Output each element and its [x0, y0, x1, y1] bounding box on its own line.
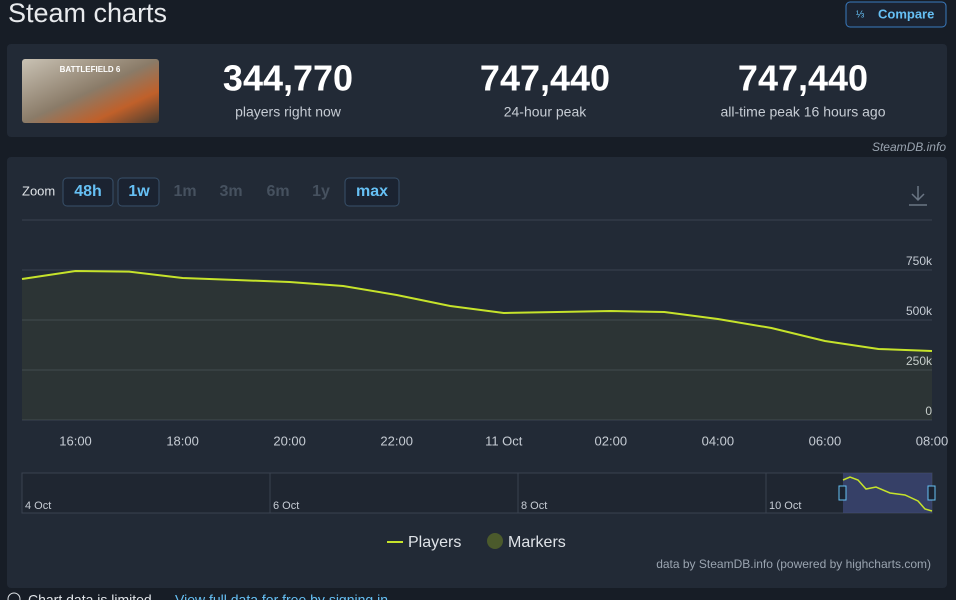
- series-line: [21, 269, 933, 352]
- source-link[interactable]: SteamDB.info: [872, 140, 946, 154]
- credit[interactable]: data by SteamDB.info (powered by highcha…: [656, 557, 931, 571]
- x-tick-label: 08:00: [916, 433, 949, 448]
- x-tick-label: 06:00: [809, 433, 842, 448]
- stat-value: 344,770: [223, 58, 353, 99]
- navigator-label: 8 Oct: [521, 500, 547, 512]
- legend: Players Markers: [387, 533, 566, 551]
- x-tick-label: 02:00: [595, 433, 628, 448]
- stat-label: players right now: [235, 104, 342, 120]
- zoom-option: 1y: [312, 183, 330, 200]
- legend-label[interactable]: Players: [408, 534, 461, 551]
- navigator-label: 10 Oct: [769, 500, 801, 512]
- stats-panel: [7, 44, 947, 137]
- navigator-handle[interactable]: [838, 485, 847, 501]
- zoom-option: 6m: [266, 183, 289, 200]
- navigator[interactable]: [21, 472, 933, 514]
- download-glyph[interactable]: [909, 186, 927, 206]
- x-tick-label: 04:00: [702, 433, 735, 448]
- series-area: [22, 271, 932, 420]
- plot: 0 250k 500k 750k 16:00 18:00 20:00 22:00 11 Oct 0…: [21, 219, 949, 448]
- x-tick-label: 16:00: [59, 433, 92, 448]
- x-tick-label: 22:00: [380, 433, 413, 448]
- compare-icon: ⅓: [856, 10, 865, 21]
- zoom-label: Zoom: [22, 183, 55, 198]
- compare-label[interactable]: Compare: [878, 6, 934, 21]
- y-tick-label: 0: [925, 404, 932, 418]
- legend-label[interactable]: Markers: [508, 534, 566, 551]
- x-tick-label: 18:00: [166, 433, 199, 448]
- x-tick-label: 20:00: [273, 433, 306, 448]
- stat-value: 747,440: [738, 58, 868, 99]
- zoom-option[interactable]: 48h: [74, 183, 102, 200]
- zoom-option: 1m: [173, 183, 196, 200]
- sign-in-link[interactable]: View full data for free by signing in: [175, 592, 388, 600]
- game-caption: BATTLEFIELD 6: [60, 65, 121, 74]
- zoom-button[interactable]: [344, 177, 400, 207]
- zoom-option[interactable]: 1w: [128, 183, 150, 200]
- compare-button-frame[interactable]: [845, 1, 947, 28]
- compare-button[interactable]: ⅓ Compare: [845, 1, 947, 28]
- zoom-option: 3m: [219, 183, 242, 200]
- download-icon[interactable]: [909, 186, 927, 206]
- navigator-series: [842, 476, 933, 512]
- notice: Chart data is limited.: [28, 592, 156, 600]
- y-tick-label: 500k: [906, 304, 933, 318]
- page-title: Steam charts: [8, 0, 167, 28]
- stat-value: 747,440: [480, 58, 610, 99]
- stat-label: 24-hour peak: [504, 104, 588, 120]
- stat-label: all-time peak 16 hours ago: [721, 104, 886, 120]
- y-tick-label: 250k: [906, 354, 933, 368]
- info-icon: [7, 592, 21, 600]
- x-tick-label: 11 Oct: [485, 433, 523, 448]
- navigator-label: 4 Oct: [25, 500, 51, 512]
- game-image[interactable]: [22, 59, 159, 123]
- zoom-button[interactable]: [62, 177, 114, 207]
- navigator-handle[interactable]: [927, 485, 936, 501]
- y-tick-label: 750k: [906, 254, 933, 268]
- navigator-label: 6 Oct: [273, 500, 299, 512]
- legend-swatch: [487, 533, 503, 549]
- zoom-option[interactable]: max: [356, 183, 388, 200]
- zoom-button[interactable]: [117, 177, 160, 207]
